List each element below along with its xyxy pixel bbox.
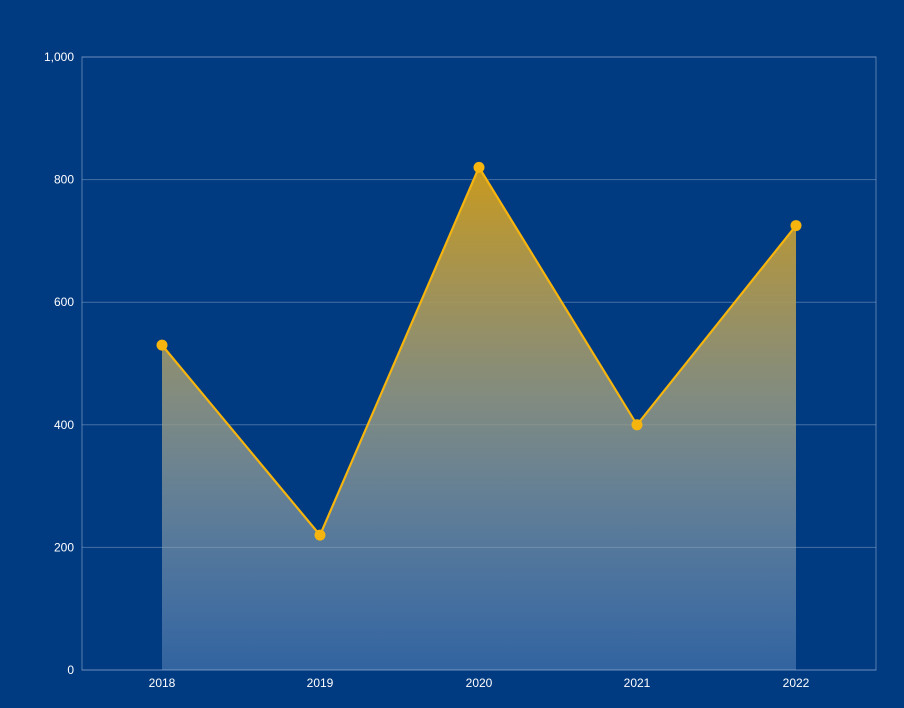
area-fill-layer <box>162 167 796 670</box>
x-tick-label: 2018 <box>149 676 176 690</box>
data-point[interactable] <box>156 339 168 351</box>
y-tick-label: 600 <box>54 295 74 309</box>
x-tick-label: 2019 <box>307 676 334 690</box>
y-tick-label: 400 <box>54 418 74 432</box>
y-tick-label: 800 <box>54 173 74 187</box>
data-point[interactable] <box>631 419 643 431</box>
y-tick-label: 1,000 <box>44 50 74 64</box>
x-tick-label: 2021 <box>624 676 651 690</box>
y-tick-label: 0 <box>67 663 74 677</box>
y-axis: 0 200 400 600 800 1,000 <box>44 50 74 677</box>
x-tick-label: 2020 <box>466 676 493 690</box>
x-tick-label: 2022 <box>783 676 810 690</box>
data-points-layer <box>156 161 802 541</box>
x-axis: 2018 2019 2020 2021 2022 <box>149 676 810 690</box>
y-tick-label: 200 <box>54 540 74 554</box>
data-point[interactable] <box>473 161 485 173</box>
data-point[interactable] <box>790 220 802 232</box>
series-area <box>162 167 796 670</box>
data-point[interactable] <box>314 529 326 541</box>
